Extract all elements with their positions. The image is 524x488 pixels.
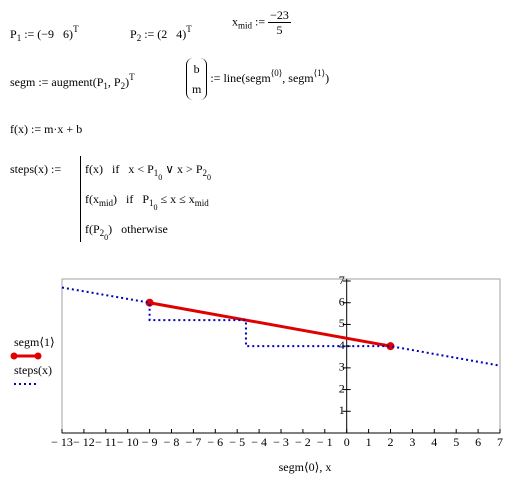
math-text: 1: [103, 81, 108, 91]
x-tick-label: − 6: [207, 435, 223, 449]
math-text: := (2 4): [141, 27, 187, 41]
x-tick-label: 4: [431, 435, 437, 449]
fraction: −23 5: [268, 8, 291, 37]
x-tick-label: 7: [497, 435, 503, 449]
equation: f(P20) otherwise: [85, 222, 168, 245]
equation: P2 := (2 4)T: [130, 22, 192, 45]
equation: f(x) if x < P10 ∨ x > P20: [85, 162, 211, 185]
x-tick-label: 0: [344, 435, 350, 449]
x-tick-label: − 7: [186, 435, 202, 449]
math-text: 1: [16, 33, 22, 43]
x-tick-label: − 2: [295, 435, 311, 449]
math-text: 2: [99, 228, 105, 238]
math-text: mid: [99, 198, 114, 208]
point-marker: [145, 298, 154, 307]
y-tick-label: 7: [339, 273, 345, 287]
math-text: f(x) := m·x + b: [10, 122, 83, 136]
x-tick-label: 1: [366, 435, 372, 449]
math-text: :=: [252, 14, 269, 29]
x-tick-label: − 13: [51, 435, 73, 449]
y-tick-label: 1: [339, 403, 345, 417]
equation: P1 := (−9 6)T: [10, 22, 79, 45]
x-tick-label: − 5: [229, 435, 245, 449]
math-text: steps(x) :=: [10, 162, 65, 176]
math-text: m: [192, 82, 202, 96]
x-tick-label: − 4: [251, 435, 267, 449]
equation: steps(x) :=: [10, 162, 64, 176]
math-text: ) if P: [113, 192, 150, 206]
math-text: ≤ x ≤ x: [157, 192, 195, 206]
math-text: ): [125, 75, 130, 89]
math-text: 2: [202, 168, 208, 178]
math-text: 0: [158, 173, 163, 182]
math-text: T: [186, 24, 192, 34]
math-text: P: [10, 27, 17, 41]
math-text: , segm: [282, 70, 314, 85]
math-text: T: [129, 72, 135, 82]
math-text: := line(segm: [207, 70, 271, 85]
math-text: b: [193, 62, 200, 76]
math-text: 2: [120, 81, 126, 91]
math-text: x: [232, 14, 238, 29]
x-tick-label: 5: [453, 435, 459, 449]
math-text: f(P: [85, 222, 100, 236]
math-text: P: [130, 27, 137, 41]
math-text: ∨ x > P: [162, 162, 203, 176]
piecewise-bar: [80, 156, 81, 242]
x-tick-label: − 9: [142, 435, 158, 449]
math-text: ⟨0⟩: [270, 67, 283, 78]
math-text: f(x: [85, 192, 99, 206]
math-text: 0: [104, 233, 109, 242]
math-text: mid: [194, 198, 209, 208]
y-tick-label: 4: [339, 338, 345, 352]
equation: xmid := −23 5: [232, 8, 291, 37]
math-text: 1: [153, 168, 159, 178]
equation: f(x) := m·x + b: [10, 122, 82, 136]
plot-frame: [61, 278, 501, 434]
math-text: 0: [153, 203, 158, 212]
math-text: := (−9 6): [21, 27, 74, 41]
math-text: ⟨1⟩: [313, 67, 326, 78]
math-text: −23: [268, 8, 291, 23]
x-tick-label: − 1: [317, 435, 333, 449]
x-tick-label: − 12: [73, 435, 95, 449]
x-axis-label: segm⟨0⟩, x: [279, 460, 332, 474]
x-tick-label: − 3: [273, 435, 289, 449]
legend-marker: [34, 352, 42, 360]
point-marker: [386, 342, 395, 351]
legend-label: steps(x): [14, 363, 52, 377]
equation: segm := augment(P1, P2)T: [10, 70, 135, 93]
x-tick-label: 2: [388, 435, 394, 449]
legend-marker: [10, 352, 18, 360]
math-text: ) otherwise: [108, 222, 168, 236]
x-tick-label: 6: [475, 435, 481, 449]
x-tick-label: − 8: [164, 435, 180, 449]
math-text: 2: [136, 33, 142, 43]
math-text: , P: [107, 75, 121, 89]
math-text: 1: [149, 198, 154, 208]
y-tick-label: 3: [339, 360, 345, 374]
math-text: 5: [276, 23, 283, 37]
math-text: 0: [207, 173, 211, 182]
x-tick-label: − 10: [117, 435, 139, 449]
series-line: [149, 301, 391, 348]
y-tick-label: 5: [339, 316, 345, 330]
equation: f(xmid) if P10 ≤ x ≤ xmid: [85, 192, 209, 215]
x-tick-label: 3: [409, 435, 415, 449]
x-tick-label: − 11: [95, 435, 116, 449]
legend-label: segm⟨1⟩: [14, 335, 55, 349]
math-text: T: [73, 24, 79, 34]
y-tick-label: 6: [339, 294, 345, 308]
math-text: mid: [238, 20, 253, 31]
math-text: ): [325, 70, 330, 85]
math-text: f(x) if x < P: [85, 162, 154, 176]
math-text: segm := augment(P: [10, 75, 104, 89]
y-tick-label: 2: [339, 381, 345, 395]
